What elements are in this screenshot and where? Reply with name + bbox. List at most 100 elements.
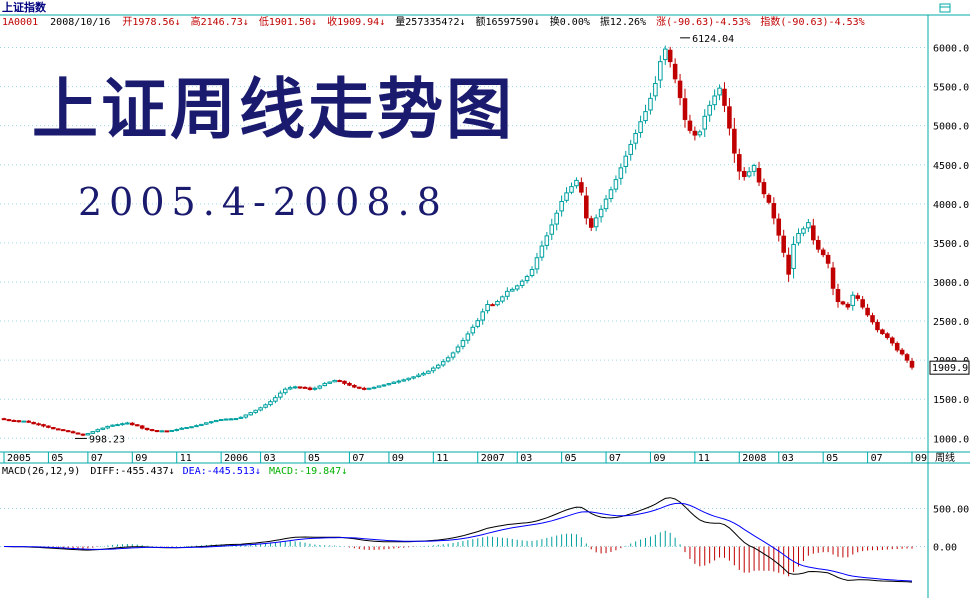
candle-body — [593, 217, 599, 228]
candle-body — [633, 133, 638, 144]
candle-body — [376, 385, 382, 388]
candle-body — [702, 115, 708, 130]
index-title: 上证指数 — [2, 0, 47, 14]
candle-body — [125, 422, 130, 425]
candle-body — [825, 254, 831, 264]
candle-body — [529, 268, 535, 276]
candle-body — [302, 386, 308, 389]
candle-body — [741, 170, 747, 177]
candle-body — [36, 423, 41, 426]
candle-body — [1, 418, 7, 421]
candle-body — [381, 384, 387, 387]
candle-body — [880, 329, 885, 335]
candle-body — [830, 267, 836, 289]
candlestick-series — [1, 45, 915, 437]
candle-body — [51, 427, 56, 430]
candle-body — [811, 225, 816, 241]
candle-body — [6, 419, 12, 422]
down-arrow-icon: ↓ — [243, 17, 249, 28]
low-value: 1901.50 — [269, 17, 311, 28]
candle-body — [455, 346, 461, 353]
candle-body — [623, 155, 629, 167]
open-label: 开 — [122, 17, 132, 28]
candle-body — [514, 285, 520, 290]
candle-body — [746, 171, 752, 177]
candle-body — [806, 222, 811, 229]
x-tick-label: 09 — [135, 453, 147, 464]
candle-body — [85, 433, 91, 436]
candle-body — [875, 321, 880, 331]
candle-body — [46, 425, 51, 428]
candle-body — [283, 388, 288, 394]
y-tick-label: 4500.0 — [933, 161, 969, 172]
down-arrow-icon: ↓ — [534, 17, 540, 28]
candle-body — [495, 301, 500, 306]
candle-body — [357, 386, 362, 389]
candle-body — [371, 386, 377, 389]
amount-label: 额 — [476, 15, 486, 28]
candle-body — [554, 212, 559, 225]
low-label: 低 — [259, 15, 269, 28]
candle-body — [134, 424, 140, 427]
turnover-value: 0.00% — [560, 17, 590, 28]
candle-body — [653, 82, 658, 97]
candle-body — [278, 392, 283, 398]
candle-body — [11, 419, 17, 422]
candle-body — [628, 143, 633, 155]
index-change-label: 指数 — [760, 15, 780, 28]
candle-body — [870, 315, 875, 323]
x-tick-label: 03 — [782, 453, 794, 464]
candle-body — [396, 380, 402, 383]
candle-body — [248, 412, 254, 416]
candle-body — [194, 425, 199, 428]
macd-indicator-name: MACD(26,12,9) — [2, 466, 80, 477]
peak-annotation: 6124.04 — [692, 34, 734, 45]
candle-body — [751, 165, 757, 172]
candle-body — [75, 432, 81, 435]
candle-body — [480, 311, 485, 321]
candle-body — [510, 288, 515, 292]
candle-body — [539, 245, 545, 258]
candle-body — [771, 203, 777, 219]
candle-body — [820, 249, 826, 256]
volume-label: 量 — [395, 16, 405, 28]
candle-body — [16, 420, 22, 423]
window-icon[interactable] — [939, 3, 951, 13]
down-arrow-icon: ↓ — [379, 17, 385, 28]
candle-body — [120, 423, 125, 426]
down-arrow-icon: ↓ — [459, 17, 465, 28]
candle-body — [490, 304, 495, 307]
candle-body — [791, 243, 796, 269]
candle-body — [608, 189, 614, 199]
candle-body — [307, 387, 313, 390]
candle-body — [347, 382, 352, 386]
candle-body — [90, 431, 96, 434]
candle-body — [727, 106, 732, 129]
candle-body — [332, 379, 337, 383]
x-tick-label: 07 — [609, 453, 621, 464]
down-arrow-icon: ↓ — [255, 466, 261, 477]
candle-body — [149, 429, 155, 432]
dea-line — [4, 502, 913, 582]
candle-body — [431, 367, 436, 372]
candle-body — [505, 290, 510, 297]
x-tick-label: 03 — [520, 453, 532, 464]
macd-value: -19.847 — [299, 466, 341, 477]
candle-body — [643, 111, 648, 122]
x-tick-label: 2005 — [7, 453, 31, 464]
change-value: (-90.63)-4.53% — [666, 17, 750, 28]
candle-body — [894, 342, 900, 351]
candle-body — [292, 386, 298, 389]
candle-body — [401, 379, 406, 382]
candle-body — [707, 104, 712, 116]
candle-body — [204, 422, 209, 425]
overlay-date-range: 2005.4-2008.8 — [78, 180, 448, 224]
candle-body — [796, 233, 801, 244]
candle-body — [648, 97, 653, 111]
candle-body — [268, 401, 273, 406]
candle-body — [164, 430, 170, 433]
candle-body — [440, 361, 446, 366]
macd-panel: 0.00 500.00 — [0, 497, 969, 583]
candle-body — [199, 423, 204, 426]
index-code: 1A0001 — [2, 17, 38, 28]
